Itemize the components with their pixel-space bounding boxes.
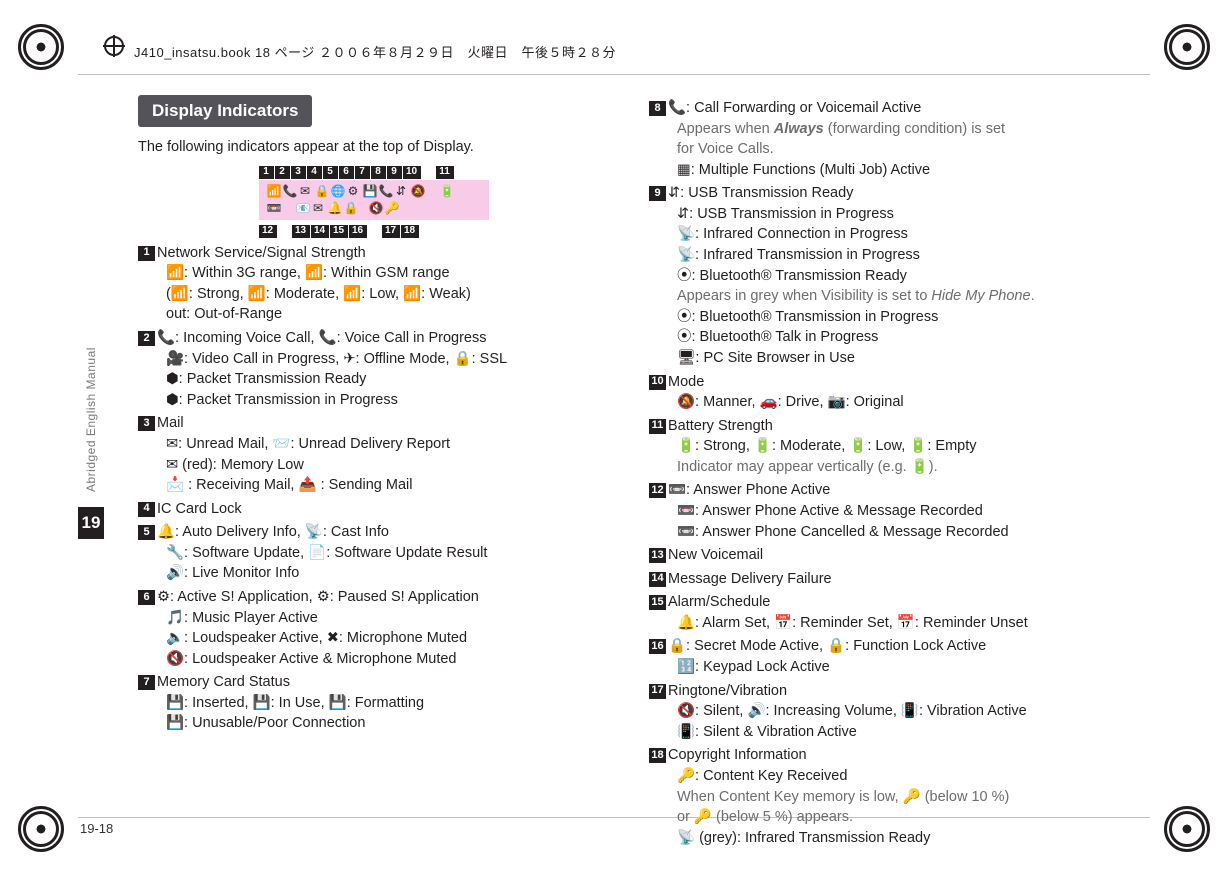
indicator-item: 6⚙: Active S! Application, ⚙: Paused S! …	[138, 587, 609, 669]
item-sub: ✉ (red): Memory Low	[138, 455, 609, 476]
indicator-bottom-numbers: 12131415161718	[259, 225, 489, 238]
corner-marker-tl	[18, 24, 64, 70]
item-sub: 📶: Within 3G range, 📶: Within GSM range	[138, 263, 609, 284]
indicator-item: 12📼: Answer Phone Active📼: Answer Phone …	[649, 480, 1120, 542]
left-item-list: 1Network Service/Signal Strength📶: Withi…	[138, 243, 609, 734]
indicator-item: 15Alarm/Schedule🔔: Alarm Set, 📅: Reminde…	[649, 592, 1120, 633]
item-sub: 🔕: Manner, 🚗: Drive, 📷: Original	[649, 392, 1120, 413]
page-number: 19-18	[80, 821, 113, 836]
item-sub: 🔑: Content Key Received	[649, 766, 1120, 787]
item-heading: 14Message Delivery Failure	[649, 569, 1120, 590]
indicator-item: 17Ringtone/Vibration🔇: Silent, 🔊: Increa…	[649, 681, 1120, 743]
item-heading: 12📼: Answer Phone Active	[649, 480, 1120, 501]
intro-text: The following indicators appear at the t…	[138, 137, 609, 158]
item-sub: 📼: Answer Phone Cancelled & Message Reco…	[649, 522, 1120, 543]
right-item-list: 8📞: Call Forwarding or Voicemail ActiveA…	[649, 98, 1120, 848]
crosshair-icon	[102, 34, 126, 58]
indicator-item: 14Message Delivery Failure	[649, 569, 1120, 590]
item-heading: 2📞: Incoming Voice Call, 📞: Voice Call i…	[138, 328, 609, 349]
item-sub: 🔈: Loudspeaker Active, ✖: Microphone Mut…	[138, 628, 609, 649]
indicator-item: 1Network Service/Signal Strength📶: Withi…	[138, 243, 609, 325]
indicator-top-numbers: 1234567891011	[259, 166, 489, 179]
indicator-item: 16🔒: Secret Mode Active, 🔒: Function Loc…	[649, 636, 1120, 677]
item-sub: out: Out-of-Range	[138, 304, 609, 325]
item-sub: or 🔑 (below 5 %) appears.	[649, 807, 1120, 828]
right-column: 8📞: Call Forwarding or Voicemail ActiveA…	[649, 95, 1120, 807]
status-icons-row1: 📶📞✉🔒🌐⚙💾📞⇵🔕🔋	[265, 183, 483, 200]
item-sub: 📳: Silent & Vibration Active	[649, 722, 1120, 743]
item-sub: 🎥: Video Call in Progress, ✈: Offline Mo…	[138, 349, 609, 370]
indicator-item: 13New Voicemail	[649, 545, 1120, 566]
item-sub: ⇵: USB Transmission in Progress	[649, 204, 1120, 225]
corner-marker-bl	[18, 806, 64, 852]
item-sub: Indicator may appear vertically (e.g. 🔋)…	[649, 457, 1120, 478]
item-sub: ▦: Multiple Functions (Multi Job) Active	[649, 160, 1120, 181]
item-sub: 🔊: Live Monitor Info	[138, 563, 609, 584]
indicator-item: 5🔔: Auto Delivery Info, 📡: Cast Info🔧: S…	[138, 522, 609, 584]
item-heading: 18Copyright Information	[649, 745, 1120, 766]
corner-marker-br	[1164, 806, 1210, 852]
item-heading: 11Battery Strength	[649, 416, 1120, 437]
item-heading: 5🔔: Auto Delivery Info, 📡: Cast Info	[138, 522, 609, 543]
item-sub: 🔔: Alarm Set, 📅: Reminder Set, 📅: Remind…	[649, 613, 1120, 634]
item-heading: 10Mode	[649, 372, 1120, 393]
item-sub: Appears when Always (forwarding conditio…	[649, 119, 1120, 140]
item-sub: When Content Key memory is low, 🔑 (below…	[649, 787, 1120, 808]
section-header: Display Indicators	[138, 95, 312, 127]
page-content: Display Indicators The following indicat…	[78, 74, 1150, 818]
item-sub: 🔇: Loudspeaker Active & Microphone Muted	[138, 649, 609, 670]
item-heading: 4IC Card Lock	[138, 499, 609, 520]
item-sub: 💾: Inserted, 💾: In Use, 💾: Formatting	[138, 693, 609, 714]
item-heading: 13New Voicemail	[649, 545, 1120, 566]
item-sub: 🔧: Software Update, 📄: Software Update R…	[138, 543, 609, 564]
corner-marker-tr	[1164, 24, 1210, 70]
status-bar-diagram: 📶📞✉🔒🌐⚙💾📞⇵🔕🔋 📼📧✉🔔🔒🔇🔑	[259, 180, 489, 220]
indicator-item: 2📞: Incoming Voice Call, 📞: Voice Call i…	[138, 328, 609, 410]
item-heading: 16🔒: Secret Mode Active, 🔒: Function Loc…	[649, 636, 1120, 657]
indicator-item: 11Battery Strength🔋: Strong, 🔋: Moderate…	[649, 416, 1120, 478]
indicator-item: 4IC Card Lock	[138, 499, 609, 520]
print-header: J410_insatsu.book 18 ページ ２００６年８月２９日 火曜日 …	[134, 42, 616, 61]
indicator-item: 3Mail✉: Unread Mail, 📨: Unread Delivery …	[138, 413, 609, 495]
item-sub: for Voice Calls.	[649, 139, 1120, 160]
item-heading: 6⚙: Active S! Application, ⚙: Paused S! …	[138, 587, 609, 608]
item-sub: ⬢: Packet Transmission Ready	[138, 369, 609, 390]
item-sub: 📩 : Receiving Mail, 📤 : Sending Mail	[138, 475, 609, 496]
item-heading: 1Network Service/Signal Strength	[138, 243, 609, 264]
item-sub: 🔢: Keypad Lock Active	[649, 657, 1120, 678]
item-heading: 7Memory Card Status	[138, 672, 609, 693]
item-sub: 📡: Infrared Transmission in Progress	[649, 245, 1120, 266]
item-heading: 8📞: Call Forwarding or Voicemail Active	[649, 98, 1120, 119]
indicator-item: 10Mode🔕: Manner, 🚗: Drive, 📷: Original	[649, 372, 1120, 413]
item-heading: 9⇵: USB Transmission Ready	[649, 183, 1120, 204]
indicator-item: 7Memory Card Status💾: Inserted, 💾: In Us…	[138, 672, 609, 734]
item-sub: ⦿: Bluetooth® Transmission Ready	[649, 266, 1120, 287]
item-sub: ⬢: Packet Transmission in Progress	[138, 390, 609, 411]
item-sub: ⦿: Bluetooth® Transmission in Progress	[649, 307, 1120, 328]
item-sub: Appears in grey when Visibility is set t…	[649, 286, 1120, 307]
item-sub: 💾: Unusable/Poor Connection	[138, 713, 609, 734]
item-sub: 🔋: Strong, 🔋: Moderate, 🔋: Low, 🔋: Empty	[649, 436, 1120, 457]
indicator-item: 8📞: Call Forwarding or Voicemail ActiveA…	[649, 98, 1120, 180]
item-sub: (📶: Strong, 📶: Moderate, 📶: Low, 📶: Weak…	[138, 284, 609, 305]
indicator-item: 18Copyright Information🔑: Content Key Re…	[649, 745, 1120, 848]
item-heading: 3Mail	[138, 413, 609, 434]
status-icons-row2: 📼📧✉🔔🔒🔇🔑	[265, 200, 483, 217]
item-sub: 📡 (grey): Infrared Transmission Ready	[649, 828, 1120, 849]
item-heading: 17Ringtone/Vibration	[649, 681, 1120, 702]
item-sub: 🎵: Music Player Active	[138, 608, 609, 629]
left-column: Display Indicators The following indicat…	[128, 95, 609, 807]
item-sub: 🔇: Silent, 🔊: Increasing Volume, 📳: Vibr…	[649, 701, 1120, 722]
item-heading: 15Alarm/Schedule	[649, 592, 1120, 613]
item-sub: 🖥: PC Site Browser in Use	[649, 348, 1120, 369]
item-sub: ✉: Unread Mail, 📨: Unread Delivery Repor…	[138, 434, 609, 455]
item-sub: 📡: Infrared Connection in Progress	[649, 224, 1120, 245]
item-sub: ⦿: Bluetooth® Talk in Progress	[649, 327, 1120, 348]
item-sub: 📼: Answer Phone Active & Message Recorde…	[649, 501, 1120, 522]
indicator-item: 9⇵: USB Transmission Ready⇵: USB Transmi…	[649, 183, 1120, 368]
